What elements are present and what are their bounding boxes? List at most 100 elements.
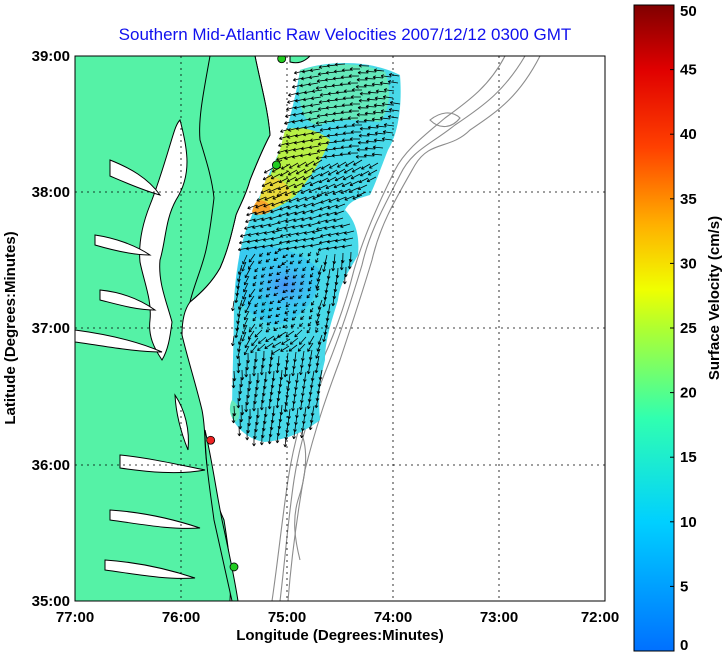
- velocity-arrow: [320, 163, 331, 170]
- velocity-arrow: [380, 74, 392, 78]
- velocity-arrow: [308, 314, 313, 320]
- velocity-arrow: [273, 327, 279, 332]
- velocity-arrow: [254, 267, 259, 273]
- velocity-arrow: [328, 232, 339, 237]
- y-tick-label: 37:00: [32, 320, 70, 337]
- velocity-arrow: [242, 254, 248, 265]
- velocity-arrow: [294, 210, 305, 216]
- velocity-arrow: [247, 295, 255, 305]
- velocity-arrow: [327, 204, 338, 210]
- velocity-arrow: [300, 280, 305, 285]
- velocity-arrow: [279, 135, 290, 140]
- velocity-arrow: [260, 223, 271, 228]
- x-tick-label: 77:00: [56, 609, 94, 626]
- velocity-arrow: [309, 68, 321, 73]
- velocity-arrow: [367, 169, 378, 176]
- velocity-arrow: [308, 145, 320, 150]
- velocity-arrow: [382, 130, 394, 134]
- velocity-arrow: [342, 273, 347, 285]
- velocity-arrow: [248, 253, 256, 263]
- velocity-arrow: [315, 327, 319, 333]
- velocity-arrow: [342, 131, 354, 136]
- velocity-arrow: [243, 275, 250, 286]
- velocity-arrow: [258, 294, 263, 299]
- velocity-arrow: [365, 104, 377, 109]
- velocity-arrow: [276, 156, 287, 162]
- velocity-arrow: [287, 169, 298, 176]
- velocity-arrow: [261, 181, 272, 188]
- velocity-arrow: [309, 138, 321, 143]
- velocity-arrow: [231, 300, 235, 312]
- velocity-arrow: [258, 336, 267, 344]
- velocity-arrow: [267, 398, 272, 410]
- velocity-arrow: [307, 286, 312, 292]
- velocity-arrow: [306, 293, 311, 299]
- velocity-arrow: [340, 223, 351, 228]
- velocity-arrow: [252, 281, 257, 287]
- velocity-arrow: [277, 264, 283, 268]
- velocity-arrow: [243, 345, 250, 356]
- velocity-arrow: [288, 232, 299, 237]
- colorbar-tick-label: 40: [680, 126, 697, 143]
- velocity-arrow: [248, 323, 256, 333]
- velocity-arrow: [344, 230, 355, 235]
- velocity-arrow: [310, 236, 322, 241]
- velocity-arrow: [367, 125, 379, 130]
- velocity-arrow: [259, 322, 264, 327]
- velocity-arrow: [335, 203, 346, 209]
- velocity-arrow: [366, 97, 378, 102]
- velocity-arrow: [357, 70, 369, 75]
- x-tick-label: 74:00: [374, 609, 412, 626]
- velocity-arrow: [274, 250, 280, 255]
- velocity-arrow: [341, 103, 353, 108]
- velocity-arrow: [293, 217, 304, 223]
- velocity-arrow: [355, 154, 367, 159]
- velocity-arrow: [349, 102, 361, 106]
- velocity-arrow: [310, 131, 322, 136]
- velocity-arrow: [256, 196, 267, 202]
- velocity-arrow: [331, 83, 343, 88]
- velocity-arrow: [297, 259, 303, 264]
- velocity-arrow: [322, 261, 327, 272]
- velocity-arrow: [259, 364, 264, 376]
- velocity-arrow: [266, 321, 272, 326]
- velocity-arrow: [322, 296, 327, 307]
- velocity-arrow: [308, 335, 315, 345]
- velocity-arrow: [357, 105, 369, 110]
- velocity-arrow: [281, 338, 291, 345]
- velocity-arrow: [292, 428, 296, 440]
- velocity-arrow: [273, 257, 279, 262]
- colorbar-tick-label: 20: [680, 385, 697, 402]
- velocity-arrow: [374, 96, 386, 101]
- velocity-arrows: [231, 62, 401, 448]
- velocity-arrow: [293, 182, 304, 189]
- velocity-arrow: [364, 111, 376, 116]
- velocity-arrow: [294, 238, 306, 243]
- velocity-arrow: [303, 202, 314, 208]
- velocity-arrow: [381, 102, 393, 106]
- velocity-arrow: [358, 133, 370, 138]
- velocity-arrow: [244, 338, 251, 349]
- velocity-arrow: [289, 295, 295, 300]
- velocity-arrow: [271, 348, 281, 355]
- velocity-arrow: [254, 210, 265, 216]
- velocity-arrow: [240, 233, 251, 238]
- velocity-arrow: [297, 294, 303, 299]
- velocity-arrow: [242, 324, 248, 335]
- velocity-arrow: [310, 173, 321, 180]
- velocity-arrow: [311, 300, 315, 306]
- velocity-arrow: [252, 400, 256, 412]
- velocity-arrow: [277, 184, 288, 190]
- velocity-arrow: [242, 282, 249, 293]
- velocity-arrow: [269, 180, 280, 187]
- velocity-arrow: [288, 127, 299, 132]
- velocity-arrow: [335, 125, 347, 130]
- velocity-arrow: [268, 187, 279, 193]
- velocity-arrow: [311, 201, 322, 207]
- velocity-arrow: [247, 260, 255, 270]
- velocity-arrow: [303, 167, 314, 174]
- velocity-arrow: [285, 183, 296, 189]
- velocity-arrow: [294, 329, 303, 338]
- velocity-arrow: [258, 259, 263, 264]
- colorbar-tick-label: 5: [680, 578, 688, 595]
